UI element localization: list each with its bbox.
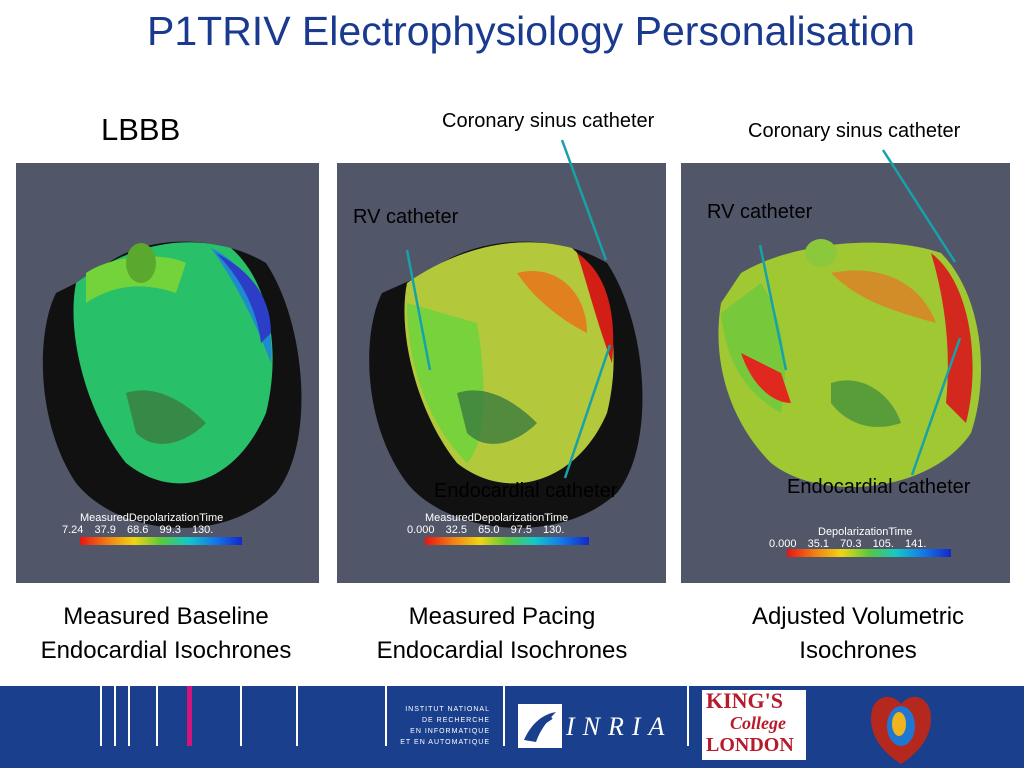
footer-accent-bar [187,686,192,746]
caption-line: Measured Pacing [408,603,596,630]
legend-ticks: 7.24 37.9 68.6 99.3 130. [62,524,213,536]
caption-volumetric: Adjusted Volumetric Isochrones [700,600,1016,668]
baseline-isochrone-panel: MeasuredDepolarizationTime 7.24 37.9 68.… [16,163,319,583]
tick-label: 35.1 [807,538,830,550]
caption-pacing: Measured Pacing Endocardial Isochrones [346,600,658,668]
inria-logo-text: INRIA [566,712,673,741]
footer-band [0,686,1024,768]
rv-catheter-label-right: RV catheter [707,201,813,223]
footer-divider [114,686,116,746]
kcl-line: College [730,713,786,733]
footer-divider [240,686,242,746]
colorbar [787,549,951,557]
tick-label: 99.3 [159,524,181,536]
footer-divider [156,686,158,746]
tick-label: 32.5 [445,524,468,536]
cs-catheter-label-mid: Coronary sinus catheter [442,110,655,132]
kcl-line: KING'S [706,688,784,713]
footer-divider [128,686,130,746]
colorbar [425,537,589,545]
tick-label: 105. [872,538,894,550]
tick-label: 70.3 [840,538,862,550]
footer-divider [503,686,505,746]
caption-line: Measured Baseline [63,603,269,630]
footer-divider [385,686,387,746]
tick-label: 141. [905,538,927,550]
lbbb-label: LBBB [101,112,181,147]
legend-ticks: 0.000 32.5 65.0 97.5 130. [407,524,564,536]
institute-line: INSTITUT NATIONAL [405,706,490,713]
tick-label: 7.24 [62,524,84,536]
tick-label: 68.6 [126,524,149,536]
cs-catheter-label-right: Coronary sinus catheter [748,120,961,142]
tick-label: 130. [543,524,565,536]
colorbar [80,537,242,545]
footer-divider [100,686,102,746]
baseline-heart-render [42,241,302,528]
inria-logo-icon [518,704,562,748]
tick-label: 0.000 [407,524,435,536]
tick-label: 37.9 [94,524,116,536]
legend-title: DepolarizationTime [818,526,913,538]
caption-line: Adjusted Volumetric [751,603,965,630]
volumetric-isochrone-panel: DepolarizationTime 0.000 35.1 70.3 105. … [681,163,1010,583]
heart-logo-icon [871,696,931,764]
caption-line: Endocardial Isochrones [376,637,628,664]
legend-title: MeasuredDepolarizationTime [80,512,224,524]
caption-line: Isochrones [799,637,917,664]
tick-label: 97.5 [510,524,532,536]
tick-label: 130. [191,524,214,536]
rv-catheter-label-mid: RV catheter [353,206,459,228]
kcl-line: LONDON [706,734,794,756]
kings-college-logo: KING'S College LONDON [702,690,806,760]
endo-catheter-label-right: Endocardial catheter [787,476,971,498]
institute-line: DE RECHERCHE [421,717,490,724]
caption-baseline: Measured Baseline Endocardial Isochrones [10,600,322,668]
tick-label: 65.0 [478,524,500,536]
institute-line: ET EN AUTOMATIQUE [400,739,490,746]
institute-line: EN INFORMATIQUE [410,728,490,735]
endo-catheter-label-mid: Endocardial catheter [434,480,618,502]
inria-institute-text: INSTITUT NATIONAL DE RECHERCHE EN INFORM… [400,704,490,748]
footer-divider [687,686,689,746]
slide-title: P1TRIV Electrophysiology Personalisation [147,8,915,54]
caption-line: Endocardial Isochrones [40,637,292,664]
legend-ticks: 0.000 35.1 70.3 105. 141. [769,538,926,550]
footer-divider [296,686,298,746]
legend-title: MeasuredDepolarizationTime [425,512,569,524]
tick-label: 0.000 [769,538,797,550]
volumetric-heart-render [718,239,981,487]
